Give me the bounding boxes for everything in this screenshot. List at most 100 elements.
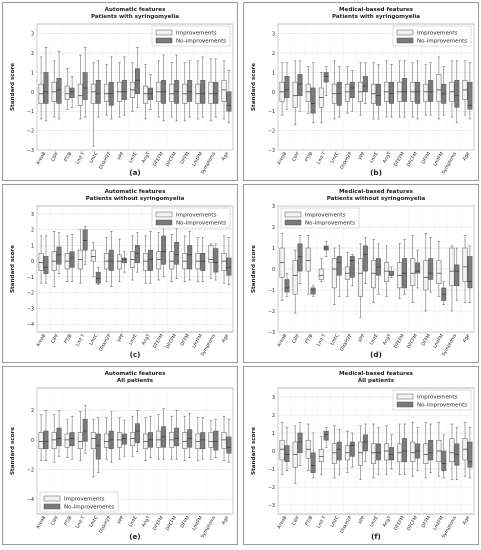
- box-no-improvements: [134, 47, 140, 108]
- x-tick-label: AreaB: [35, 151, 47, 166]
- panel-c: −4 −3 −2 −1 0 1 2 3 AreaB CIPF PT/B Lmt T LmtC DiskH2…: [2, 184, 238, 363]
- y-tick-label: 0: [31, 438, 34, 444]
- panel-label: (e): [129, 532, 140, 541]
- x-tick-label: VPP: [357, 515, 367, 526]
- x-tick-label: LmtFM: [191, 333, 204, 349]
- legend-entry: Improvements: [417, 395, 458, 401]
- y-tick-label: −3: [268, 503, 275, 509]
- x-tick-label: DiskH2P: [98, 333, 113, 353]
- x-tick-label: AreaB: [276, 333, 288, 348]
- box-improvements: [449, 60, 455, 118]
- x-tick-label: DFFM: [420, 151, 432, 165]
- boxplot-chart: −3 −2 −1 0 1 2 3 AreaB CIPF PT/B Lmt T LmtC DiskH2P V…: [251, 189, 475, 359]
- box-improvements: [156, 60, 162, 118]
- box-no-improvements: [428, 237, 434, 293]
- x-tick-label: VPP: [116, 333, 126, 344]
- x-tick-label: AngT: [141, 151, 152, 164]
- chart-subtitle: Patients without syringomyelia: [86, 196, 185, 202]
- box-no-improvements: [402, 239, 408, 295]
- x-tick-label: VPP: [357, 151, 367, 162]
- box-no-improvements: [467, 427, 473, 479]
- box-no-improvements: [415, 249, 421, 289]
- chart-title: Medical-based features: [339, 7, 414, 13]
- box-no-improvements: [148, 74, 153, 110]
- y-tick-label: −2: [27, 291, 34, 297]
- x-tick-label: Age: [462, 151, 472, 162]
- y-tick-label: −3: [268, 148, 275, 154]
- box-no-improvements: [349, 254, 355, 287]
- x-tick-label: Age: [221, 151, 231, 162]
- box-improvements: [169, 234, 175, 282]
- x-tick-label: DiskH2P: [339, 333, 354, 353]
- box-improvements: [344, 66, 350, 114]
- box-improvements: [117, 417, 122, 460]
- y-tick-label: −2: [268, 309, 275, 315]
- box-no-improvements: [362, 237, 368, 284]
- y-tick-label: −4: [27, 322, 34, 328]
- y-tick-label: 2: [272, 413, 275, 419]
- x-tick-label: DFEFM: [393, 515, 406, 532]
- y-axis-label: Standard score: [251, 63, 257, 111]
- x-tick-label: DFFM: [179, 333, 191, 347]
- box-improvements: [221, 415, 227, 461]
- box-improvements: [130, 415, 136, 457]
- box-improvements: [169, 415, 175, 460]
- box-improvements: [38, 235, 44, 284]
- box-improvements: [77, 411, 83, 461]
- legend-entry: Improvements: [176, 213, 217, 219]
- box-no-improvements: [213, 58, 219, 118]
- box-no-improvements: [389, 434, 394, 470]
- legend-swatch: [396, 37, 414, 44]
- panel-a: −3 −2 −1 0 1 2 3 AreaB CIPF PT/B Lmt T LmtC DiskH2P V…: [2, 2, 238, 181]
- box-improvements: [208, 420, 214, 460]
- boxplot-chart: −3 −2 −1 0 1 2 3 AreaB CIPF PT/B Lmt T LmtC DiskH2P V…: [251, 7, 475, 177]
- box-improvements: [449, 423, 455, 481]
- x-tick-label: Age: [221, 515, 231, 526]
- y-tick-label: −3: [268, 330, 275, 336]
- chart-title: Automatic features: [105, 7, 166, 13]
- y-axis-label: Standard score: [10, 427, 16, 475]
- box-improvements: [423, 233, 429, 312]
- y-tick-label: 3: [272, 204, 275, 210]
- x-tick-label: DFCFM: [406, 151, 419, 168]
- box-no-improvements: [213, 243, 219, 281]
- legend-swatch: [396, 393, 414, 400]
- y-tick-label: −2: [27, 468, 34, 474]
- box-no-improvements: [297, 60, 303, 112]
- x-tick-label: Age: [462, 333, 472, 344]
- x-tick-label: Lmt T: [75, 151, 87, 166]
- legend-entry: No-improvements: [417, 403, 467, 409]
- box-improvements: [195, 237, 201, 282]
- box-improvements: [331, 425, 337, 479]
- legend-entry: No-improvements: [305, 221, 355, 227]
- x-tick-label: AreaB: [35, 515, 47, 530]
- box-no-improvements: [441, 434, 447, 479]
- box-improvements: [51, 230, 57, 287]
- box-no-improvements: [428, 423, 434, 473]
- box-no-improvements: [310, 62, 316, 124]
- box-no-improvements: [389, 64, 394, 118]
- box-improvements: [318, 436, 324, 475]
- x-tick-label: AngT: [382, 151, 393, 164]
- box-no-improvements: [402, 60, 408, 118]
- box-improvements: [384, 60, 390, 118]
- box-no-improvements: [108, 230, 114, 287]
- x-tick-label: Lmt T: [316, 333, 328, 348]
- x-tick-label: DFFM: [420, 333, 432, 347]
- y-tick-label: 3: [31, 32, 34, 38]
- box-no-improvements: [284, 62, 290, 110]
- box-no-improvements: [108, 56, 114, 120]
- box-no-improvements: [389, 266, 394, 278]
- box-improvements: [64, 68, 70, 110]
- x-tick-label: LmtFM: [432, 333, 445, 349]
- box-improvements: [397, 60, 403, 118]
- box-no-improvements: [336, 429, 342, 475]
- box-no-improvements: [362, 423, 368, 463]
- x-tick-label: DFEFM: [393, 333, 406, 350]
- box-no-improvements: [415, 60, 421, 120]
- box-improvements: [103, 417, 109, 460]
- legend-entry: Improvements: [417, 31, 458, 37]
- legend-entry: Improvements: [305, 213, 346, 219]
- box-no-improvements: [375, 64, 381, 120]
